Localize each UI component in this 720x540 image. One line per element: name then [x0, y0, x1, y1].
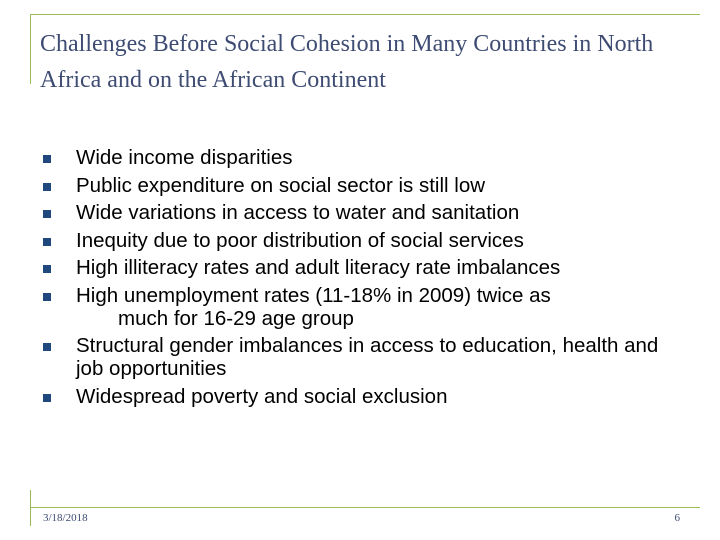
square-bullet-icon: [43, 265, 51, 273]
footer-rule: [30, 507, 700, 508]
square-bullet-icon: [43, 182, 51, 191]
bullet-text: Wide variations in access to water and s…: [76, 201, 520, 224]
square-bullet-icon: [43, 155, 51, 163]
square-bullet-icon: [43, 210, 51, 218]
square-bullet-icon: [43, 237, 51, 246]
bullet-text: High unemployment rates (11-18% in 2009)…: [76, 283, 551, 307]
footer-date: 3/18/2018: [43, 512, 88, 524]
bullet-text: Widespread poverty and social exclusion: [76, 384, 448, 408]
square-bullet-icon: [43, 393, 51, 402]
bullet-text: Public expenditure on social sector is s…: [76, 173, 486, 197]
bullet-item: High unemployment rates (11-18% in 2009)…: [41, 284, 681, 330]
bullet-item: Inequity due to poor distribution of soc…: [41, 229, 681, 252]
bullet-text: Inequity due to poor distribution of soc…: [76, 228, 524, 252]
title-left-rule: [30, 14, 31, 84]
bullet-text: Wide income disparities: [76, 146, 293, 169]
bullet-item: Public expenditure on social sector is s…: [41, 174, 681, 197]
bullet-text: Structural gender imbalances in access t…: [76, 334, 659, 380]
bullet-item: Wide income disparities: [41, 146, 681, 169]
page-number: 6: [674, 512, 681, 524]
square-bullet-icon: [43, 343, 51, 351]
bullet-continuation: much for 16-29 age group: [118, 306, 354, 330]
footer-left-rule: [30, 490, 31, 526]
bullet-item: Wide variations in access to water and s…: [41, 201, 681, 224]
bullet-item: High illiteracy rates and adult literacy…: [41, 256, 681, 279]
title-top-rule: [30, 14, 700, 15]
bullet-item: Structural gender imbalances in access t…: [41, 334, 681, 380]
square-bullet-icon: [43, 292, 51, 301]
bullet-list: Wide income disparities Public expenditu…: [41, 146, 681, 412]
bullet-text: High illiteracy rates and adult literacy…: [76, 256, 561, 279]
bullet-item: Widespread poverty and social exclusion: [41, 385, 681, 408]
slide-title: Challenges Before Social Cohesion in Man…: [40, 31, 654, 93]
